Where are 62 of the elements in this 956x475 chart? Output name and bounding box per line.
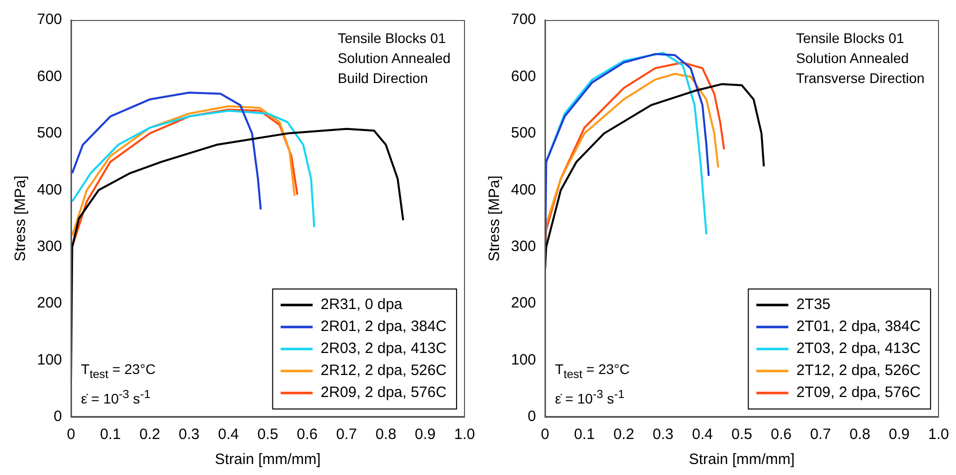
x-tick-label: 0.6 [296,426,318,444]
annotation: ε̇ = 10$^{-3}$ s$^{-1}$ [555,386,626,408]
x-tick-label: 1.0 [928,426,950,444]
x-tick-label: 0 [540,426,550,444]
x-axis-title: Strain [mm/mm] [688,451,795,468]
x-tick-label: 0.2 [613,426,634,444]
y-tick-label: 400 [36,181,62,198]
legend-label: 2T12, 2 dpa, 526C [796,362,921,380]
legend-label: 2R01, 2 dpa, 384C [320,318,447,336]
annotation: Transverse Direction [796,69,925,88]
x-tick-label: 0.9 [414,426,436,444]
annotation: Tensile Blocks 01 [338,29,447,48]
x-tick-label: 0.1 [574,426,595,444]
y-axis-title: Stress [MPa] [12,176,30,262]
x-tick-label: 0.7 [336,426,357,444]
x-tick-label: 0.4 [218,426,239,444]
x-tick-label: 0.5 [257,426,278,444]
legend-label: 2R31, 0 dpa [320,296,404,314]
legend-label: 2T03, 2 dpa, 413C [796,340,921,358]
annotation: Solution Annealed [338,49,451,68]
y-tick-label: 100 [510,351,536,368]
y-tick-label: 200 [510,294,536,312]
y-tick-label: 600 [510,68,536,85]
annotation: T$_{test}$ = 23°C [81,360,156,383]
x-tick-label: 0.6 [770,426,792,444]
x-tick-label: 0.4 [692,426,713,444]
legend-label: 2T09, 2 dpa, 576C [796,384,921,402]
x-tick-label: 0.9 [888,426,910,444]
annotation: ε̇ = 10$^{-3}$ s$^{-1}$ [81,386,152,408]
y-tick-label: 500 [36,124,62,142]
x-tick-label: 0.8 [849,426,870,444]
x-tick-label: 1.0 [454,426,476,444]
y-tick-label: 0 [54,408,62,426]
annotation: Solution Annealed [796,49,910,68]
x-tick-label: 0.1 [100,426,121,444]
y-axis-title: Stress [MPa] [486,176,504,262]
y-tick-label: 0 [528,408,536,426]
y-tick-label: 400 [510,181,536,198]
legend-label: 2T01, 2 dpa, 384C [796,318,921,336]
annotation: Build Direction [338,69,429,88]
y-tick-label: 300 [36,238,62,255]
legend-label: 2R12, 2 dpa, 526C [320,362,447,380]
y-tick-label: 500 [510,124,536,142]
x-tick-label: 0.3 [178,426,200,444]
legend-label: 2R09, 2 dpa, 576C [320,384,447,402]
x-axis-title: Strain [mm/mm] [214,451,321,468]
x-tick-label: 0 [66,426,76,444]
x-tick-label: 0.7 [810,426,831,444]
x-tick-label: 0.3 [652,426,674,444]
x-tick-label: 0.8 [375,426,396,444]
y-tick-label: 600 [36,68,62,85]
y-tick-label: 700 [36,11,62,28]
x-tick-label: 0.5 [731,426,752,444]
annotation: T$_{test}$ = 23°C [555,360,630,383]
legend-label: 2T35 [796,296,831,314]
x-tick-label: 0.2 [139,426,160,444]
y-tick-label: 700 [510,11,536,28]
y-tick-label: 200 [36,294,62,312]
annotation: Tensile Blocks 01 [796,29,906,48]
y-tick-label: 300 [510,238,536,255]
y-tick-label: 100 [36,351,62,368]
legend-label: 2R03, 2 dpa, 413C [320,340,447,358]
